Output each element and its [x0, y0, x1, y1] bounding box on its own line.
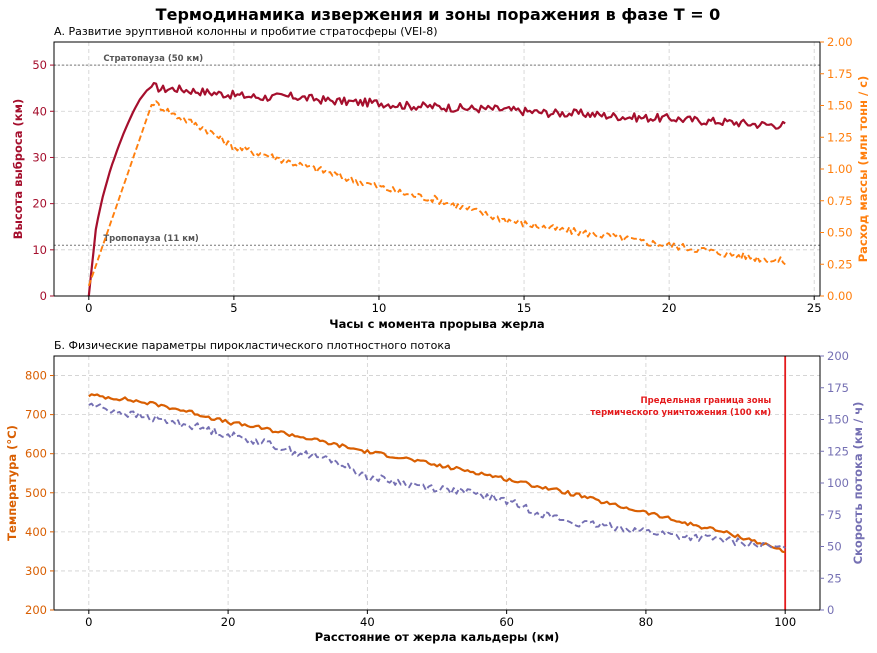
y-right-tick-label: 0.50 — [827, 226, 853, 240]
series-left-line — [88, 393, 786, 554]
y-left-tick-label: 50 — [32, 58, 47, 72]
boundary-label-line2: термического уничтожения (100 км) — [590, 408, 771, 418]
y-left-tick-label: 40 — [32, 104, 47, 118]
figure-title: Термодинамика извержения и зоны поражени… — [156, 5, 721, 24]
y-left-tick-label: 500 — [25, 486, 47, 500]
y-left-tick-label: 10 — [32, 243, 47, 257]
panel-b: Б. Физические параметры пирокластическог… — [5, 339, 865, 644]
x-tick-label: 20 — [662, 301, 677, 315]
y-left-tick-label: 700 — [25, 408, 47, 422]
y-right-tick-label: 100 — [827, 476, 849, 490]
y-right-tick-label: 75 — [827, 508, 842, 522]
y-left-tick-label: 400 — [25, 525, 47, 539]
panel-a: А. Развитие эруптивной колонны и пробити… — [11, 25, 870, 331]
y-left-tick-label: 0 — [40, 289, 47, 303]
y-right-tick-label: 0.25 — [827, 257, 853, 271]
y-left-tick-label: 30 — [32, 150, 47, 164]
reference-line-label: Стратопауза (50 км) — [103, 54, 203, 64]
x-tick-label: 100 — [774, 615, 796, 629]
y-right-tick-label: 150 — [827, 413, 849, 427]
y-left-axis-label: Температура (°C) — [5, 425, 19, 541]
x-tick-label: 10 — [372, 301, 387, 315]
x-tick-label: 80 — [639, 615, 654, 629]
y-right-tick-label: 50 — [827, 540, 842, 554]
boundary-label-line1: Предельная граница зоны — [641, 396, 772, 406]
reference-line-label: Тропопауза (11 км) — [103, 234, 199, 244]
y-right-tick-label: 1.75 — [827, 67, 853, 81]
series-left-line — [87, 81, 786, 297]
y-left-tick-label: 20 — [32, 197, 47, 211]
y-right-tick-label: 1.00 — [827, 162, 853, 176]
y-right-tick-label: 1.50 — [827, 99, 853, 113]
x-axis-label: Расстояние от жерла кальдеры (км) — [315, 630, 560, 644]
y-right-tick-label: 1.25 — [827, 130, 853, 144]
y-right-axis-label: Расход массы (млн тонн / с) — [856, 76, 870, 263]
x-tick-label: 40 — [360, 615, 375, 629]
y-right-tick-label: 25 — [827, 571, 842, 585]
x-tick-label: 20 — [221, 615, 236, 629]
y-left-tick-label: 200 — [25, 603, 47, 617]
y-left-axis-label: Высота выброса (км) — [11, 99, 25, 239]
x-tick-label: 25 — [807, 301, 822, 315]
plot-frame — [53, 41, 821, 297]
x-tick-label: 15 — [517, 301, 532, 315]
y-right-tick-label: 125 — [827, 444, 849, 458]
x-axis-label: Часы с момента прорыва жерла — [329, 317, 544, 331]
x-tick-label: 5 — [230, 301, 237, 315]
y-right-tick-label: 0.00 — [827, 289, 853, 303]
plot-frame — [53, 355, 821, 611]
y-left-tick-label: 800 — [25, 369, 47, 383]
x-tick-label: 0 — [85, 615, 92, 629]
y-left-tick-label: 300 — [25, 564, 47, 578]
y-right-tick-label: 2.00 — [827, 35, 853, 49]
y-right-tick-label: 175 — [827, 381, 849, 395]
panel-title: Б. Физические параметры пирокластическог… — [54, 339, 451, 352]
x-tick-label: 60 — [499, 615, 514, 629]
series-right-line — [87, 100, 786, 287]
y-right-tick-label: 0 — [827, 603, 834, 617]
panel-title: А. Развитие эруптивной колонны и пробити… — [54, 25, 438, 38]
y-right-tick-label: 0.75 — [827, 194, 853, 208]
x-tick-label: 0 — [85, 301, 92, 315]
series-right-line — [88, 402, 786, 549]
y-right-axis-label: Скорость потока (км / ч) — [851, 402, 865, 565]
y-left-tick-label: 600 — [25, 447, 47, 461]
y-right-tick-label: 200 — [827, 349, 849, 363]
